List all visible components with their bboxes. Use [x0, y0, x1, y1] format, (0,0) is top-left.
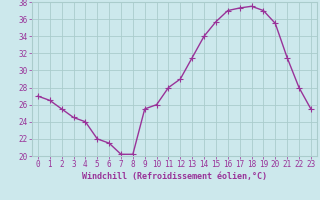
X-axis label: Windchill (Refroidissement éolien,°C): Windchill (Refroidissement éolien,°C) — [82, 172, 267, 181]
